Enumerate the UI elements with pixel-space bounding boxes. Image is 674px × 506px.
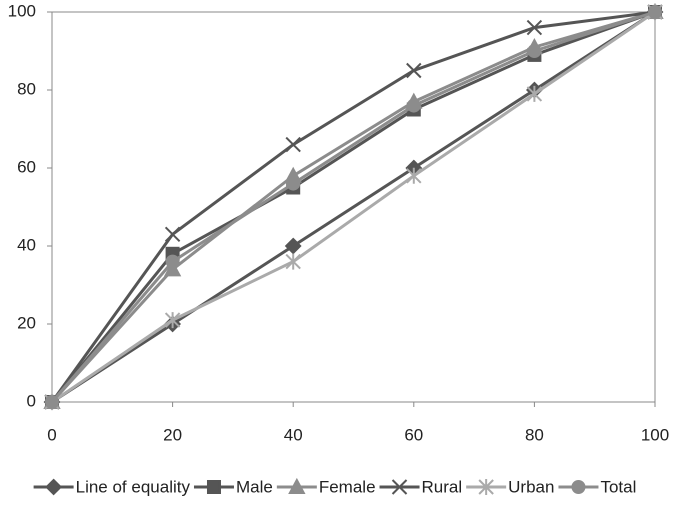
legend-marker bbox=[478, 479, 494, 495]
marker bbox=[648, 5, 662, 19]
marker bbox=[163, 260, 182, 277]
series-line bbox=[51, 10, 656, 404]
marker bbox=[527, 44, 542, 58]
marker bbox=[45, 395, 59, 409]
legend-marker bbox=[288, 477, 306, 494]
legend-label: Female bbox=[319, 477, 376, 496]
series-line bbox=[51, 10, 656, 404]
marker bbox=[526, 19, 543, 36]
legend-marker bbox=[45, 478, 63, 496]
marker bbox=[526, 85, 543, 102]
marker bbox=[286, 176, 301, 191]
legend-marker bbox=[391, 479, 408, 495]
plot-frame bbox=[51, 11, 656, 403]
y-tick-label: 0 bbox=[27, 391, 36, 410]
y-tick-label: 40 bbox=[17, 235, 36, 254]
series-line bbox=[50, 10, 656, 403]
x-tick-label: 20 bbox=[163, 425, 182, 444]
marker bbox=[164, 226, 181, 243]
y-tick-label: 80 bbox=[17, 79, 36, 98]
legend-marker bbox=[571, 480, 586, 494]
legend-label: Urban bbox=[508, 477, 554, 496]
x-tick-label: 0 bbox=[47, 425, 56, 444]
legend-label: Total bbox=[600, 477, 636, 496]
x-tick-label: 80 bbox=[525, 425, 544, 444]
marker bbox=[406, 98, 421, 113]
legend-label: Male bbox=[236, 477, 273, 496]
series-line bbox=[50, 10, 656, 403]
marker bbox=[284, 237, 302, 255]
marker bbox=[406, 62, 422, 79]
legend-label: Line of equality bbox=[76, 477, 191, 496]
legend-marker bbox=[206, 480, 221, 494]
series-line bbox=[50, 10, 656, 404]
y-tick-label: 100 bbox=[8, 1, 36, 20]
marker bbox=[164, 312, 181, 329]
y-tick-label: 20 bbox=[17, 313, 36, 332]
x-tick-label: 100 bbox=[641, 425, 669, 444]
series-line bbox=[50, 10, 656, 403]
marker bbox=[285, 253, 301, 270]
legend: Line of equality Male Female Rural Urban Tota… bbox=[33, 477, 636, 496]
y-tick-label: 60 bbox=[17, 157, 36, 176]
x-tick-label: 40 bbox=[284, 425, 303, 444]
marker bbox=[406, 167, 422, 184]
marker bbox=[285, 136, 301, 153]
marker bbox=[165, 254, 180, 269]
legend-label: Rural bbox=[422, 477, 463, 496]
x-tick-label: 60 bbox=[404, 425, 423, 444]
